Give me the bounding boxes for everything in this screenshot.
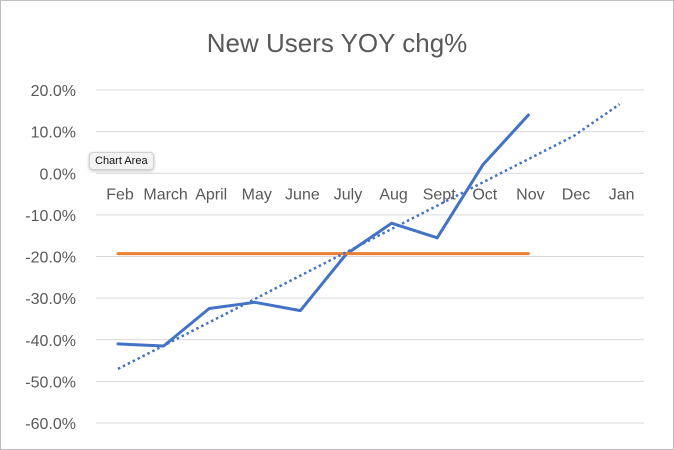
y-tick-label: 20.0% [31, 83, 76, 100]
x-tick-label: Sept [423, 186, 456, 203]
x-tick-label: Nov [516, 186, 544, 203]
y-tick-label: -40.0% [25, 333, 76, 350]
chart-area-tooltip: Chart Area [89, 152, 154, 170]
x-tick-label: July [334, 186, 362, 203]
x-tick-label: Dec [562, 186, 590, 203]
chart-title: New Users YOY chg% [207, 28, 468, 58]
x-tick-label: Jan [609, 186, 635, 203]
x-tick-label: June [285, 186, 320, 203]
y-tick-label: 0.0% [40, 166, 76, 183]
blue-data-line [116, 113, 530, 348]
y-tick-label: -30.0% [25, 291, 76, 308]
y-axis-ticks: 20.0% 10.0% 0.0% -10.0% -20.0% -30.0% -40.0% -5… [25, 83, 76, 433]
x-tick-label: April [195, 186, 227, 203]
y-tick-label: -10.0% [25, 208, 76, 225]
x-axis-ticks: Feb March April May June July Aug Sept Oct Nov Dec… [106, 186, 634, 203]
x-tick-label: Aug [379, 186, 407, 203]
trendline [117, 103, 621, 371]
y-tick-label: -60.0% [25, 416, 76, 433]
x-tick-label: May [242, 186, 272, 203]
x-tick-label: Feb [106, 186, 134, 203]
series-lines [116, 103, 621, 371]
y-tick-label: -50.0% [25, 374, 76, 391]
gridlines [96, 89, 644, 424]
x-tick-label: March [143, 186, 187, 203]
x-tick-label: Oct [472, 186, 497, 203]
y-tick-label: -20.0% [25, 250, 76, 267]
y-tick-label: 10.0% [31, 125, 76, 142]
